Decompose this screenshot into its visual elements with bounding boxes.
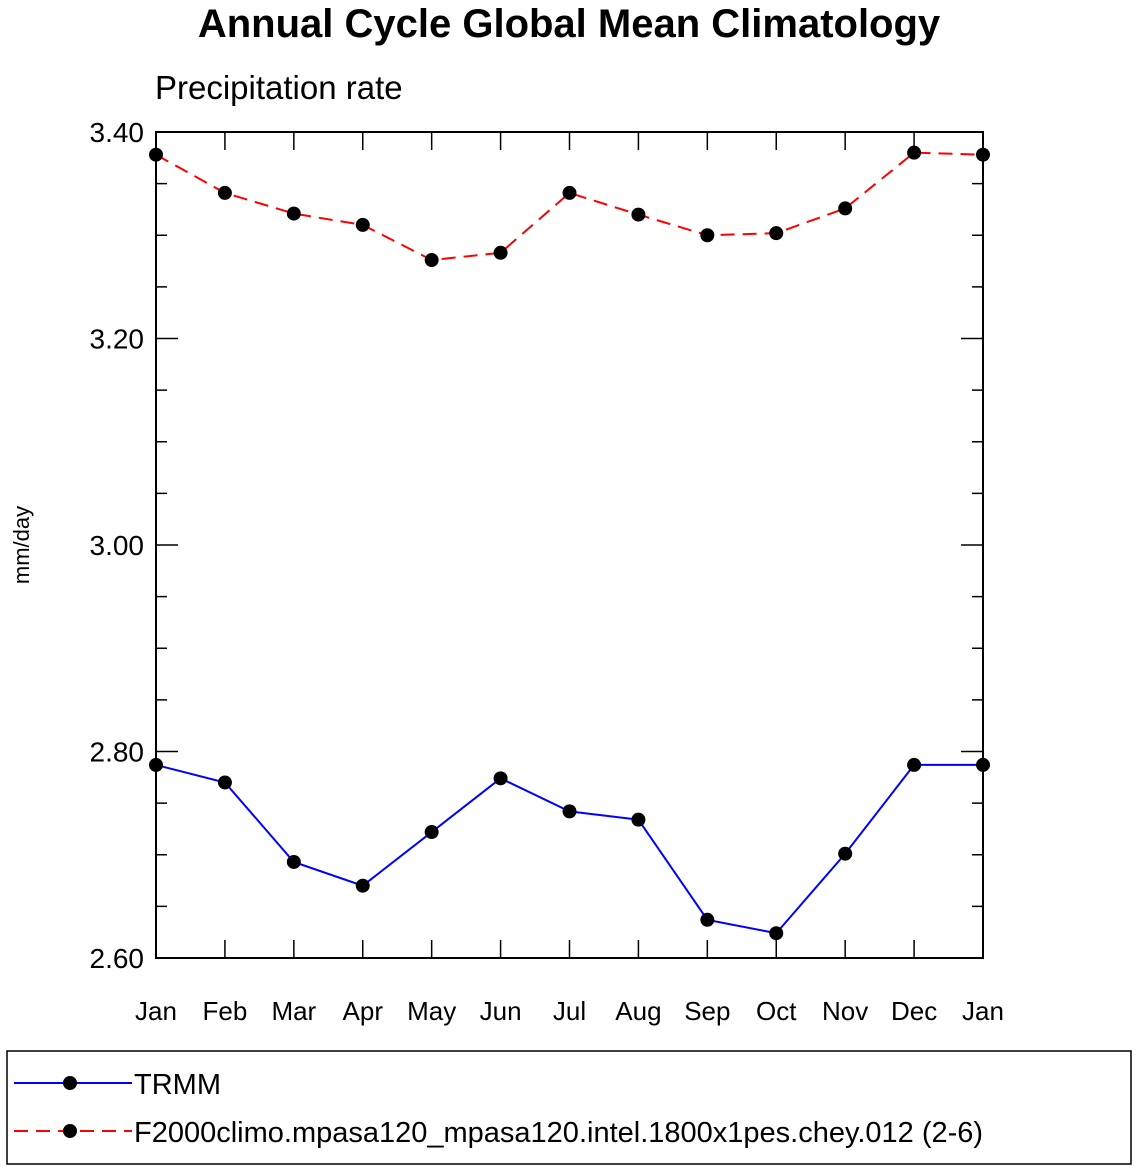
data-point-1 <box>217 185 232 200</box>
legend-label-1: F2000climo.mpasa120_mpasa120.intel.1800x… <box>134 1117 983 1149</box>
data-point-0 <box>149 757 163 772</box>
data-point-0 <box>562 804 577 819</box>
data-point-0 <box>700 912 715 927</box>
legend: TRMM F2000climo.mpasa120_mpasa120.intel.1… <box>14 1069 983 1149</box>
x-tick-label: Oct <box>756 996 797 1026</box>
y-tick-label: 3.20 <box>90 324 145 355</box>
data-point-1 <box>769 226 784 241</box>
y-axis-label: mm/day <box>9 506 34 584</box>
x-tick-label: Aug <box>615 996 661 1026</box>
x-tick-label: Jul <box>553 996 586 1026</box>
x-tick-label: Jan <box>962 996 1004 1026</box>
legend-marker-0 <box>63 1076 77 1090</box>
series-line-1 <box>155 151 984 262</box>
y-tick-label: 2.80 <box>90 737 145 768</box>
tick-marks <box>155 131 984 959</box>
data-point-0 <box>217 775 232 790</box>
x-tick-label: Jun <box>480 996 522 1026</box>
data-point-1 <box>631 207 646 222</box>
data-point-1 <box>286 206 301 221</box>
series-markers <box>149 145 990 941</box>
series-line-0 <box>155 763 983 935</box>
data-point-0 <box>286 854 301 869</box>
data-point-1 <box>493 245 508 260</box>
data-point-1 <box>562 185 577 200</box>
x-tick-label: Apr <box>343 996 384 1026</box>
x-tick-label: Nov <box>822 996 868 1026</box>
x-tick-label: Mar <box>271 996 316 1026</box>
data-point-0 <box>769 926 784 941</box>
y-tick-label: 3.40 <box>90 117 145 148</box>
y-tick-label: 2.60 <box>90 943 145 974</box>
data-point-0 <box>907 757 922 772</box>
x-tick-label: May <box>407 996 456 1026</box>
legend-label-0: TRMM <box>134 1069 221 1101</box>
y-tick-labels: 2.60 2.80 3.00 3.20 3.40 <box>90 117 145 974</box>
data-point-1 <box>149 147 163 162</box>
data-point-1 <box>424 253 439 268</box>
chart-subtitle: Precipitation rate <box>155 69 403 106</box>
data-point-1 <box>907 145 922 160</box>
chart-title: Annual Cycle Global Mean Climatology <box>198 2 941 46</box>
x-tick-label: Feb <box>203 996 248 1026</box>
data-point-1 <box>976 147 990 162</box>
data-point-0 <box>631 812 646 827</box>
data-point-1 <box>838 201 853 216</box>
legend-box <box>6 1050 1132 1165</box>
x-tick-labels: Jan Feb Mar Apr May Jun Jul Aug Sep Oct Nov Dec Jan <box>135 996 1004 1026</box>
x-tick-label: Dec <box>891 996 937 1026</box>
y-tick-label: 3.00 <box>90 530 145 561</box>
x-tick-label: Sep <box>684 996 730 1026</box>
data-point-0 <box>838 846 853 861</box>
x-tick-label: Jan <box>135 996 177 1026</box>
data-point-0 <box>493 771 508 786</box>
data-point-1 <box>700 228 715 243</box>
data-point-0 <box>976 757 990 772</box>
data-point-0 <box>355 878 370 893</box>
plot-frame <box>155 131 984 959</box>
data-point-0 <box>424 825 439 840</box>
legend-marker-1 <box>63 1124 77 1138</box>
data-point-1 <box>355 217 370 232</box>
